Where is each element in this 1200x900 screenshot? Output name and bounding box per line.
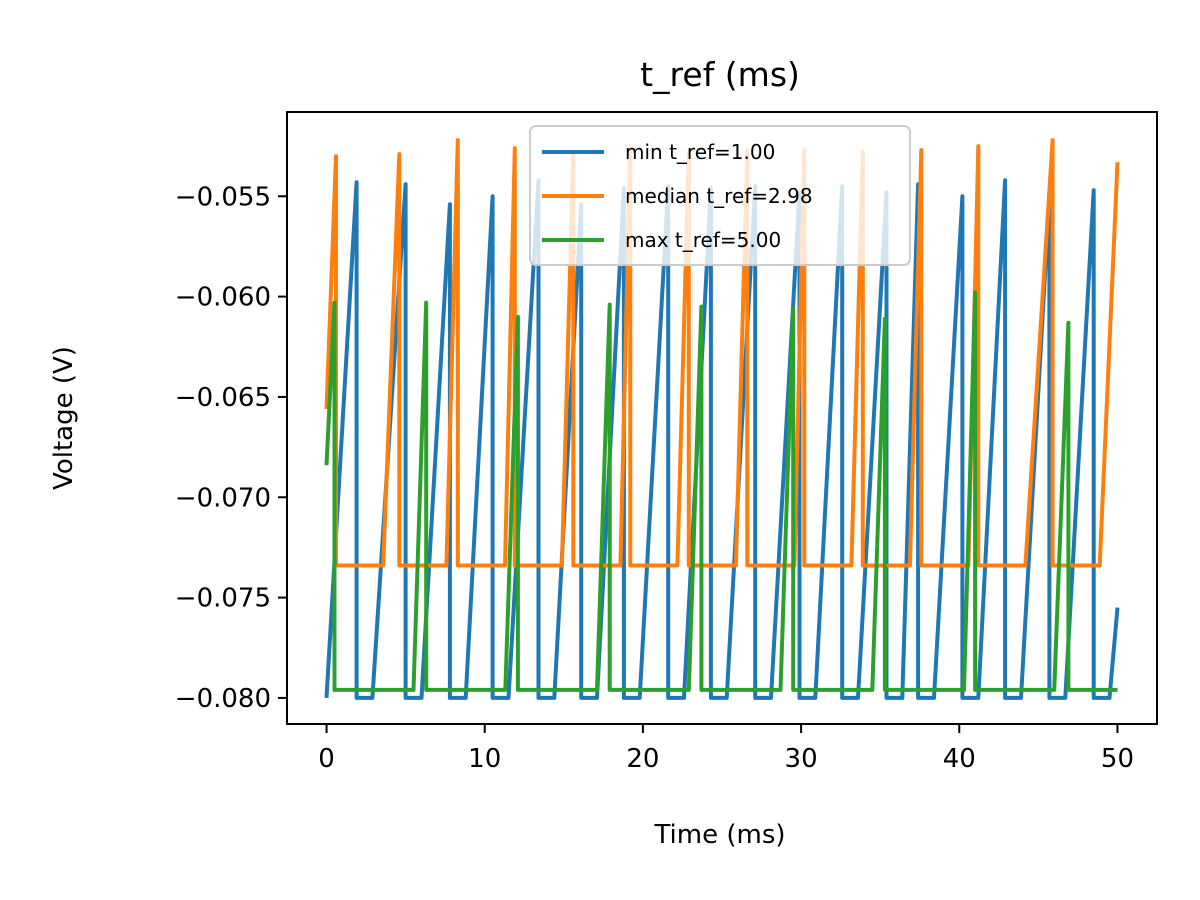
y-tick-label: −0.055 [175,182,271,212]
x-tick-label: 50 [1101,744,1134,774]
y-tick-label: −0.070 [175,483,271,513]
y-tick-label: −0.065 [175,383,271,413]
legend-label-2: median t_ref=2.98 [625,184,813,208]
x-tick-label: 0 [318,744,335,774]
y-tick-label: −0.060 [175,283,271,313]
y-axis-label: Voltage (V) [49,346,79,490]
series-line-3 [324,290,1118,692]
y-tick-label: −0.075 [175,584,271,614]
y-axis: −0.080 −0.075 −0.070 −0.065 −0.060 −0.055 [175,182,287,714]
chart-title: t_ref (ms) [640,55,800,94]
x-axis-label: Time (ms) [653,820,785,850]
axes-frame [286,111,1158,725]
x-tick-label: 30 [785,744,818,774]
x-axis: 0 10 20 30 40 50 [318,724,1134,774]
y-tick-label: −0.080 [175,684,271,714]
legend-label-3: max t_ref=5.00 [625,228,781,252]
x-tick-label: 20 [626,744,659,774]
x-tick-label: 40 [943,744,976,774]
legend-box [529,125,911,266]
legend-label-1: min t_ref=1.00 [625,140,775,164]
x-tick-label: 10 [468,744,501,774]
plot-lines [324,138,1120,700]
